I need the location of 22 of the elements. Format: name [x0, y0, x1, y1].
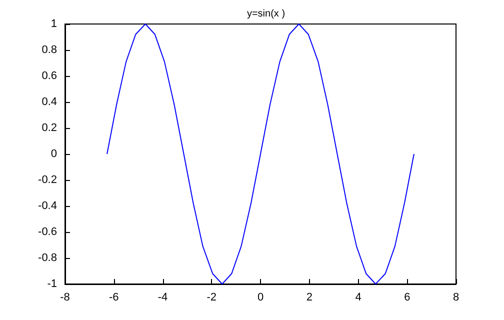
x-tick-label: 8 [452, 292, 460, 304]
chart-title: y=sin(x ) [246, 8, 286, 20]
y-tick-label: 0.2 [42, 122, 57, 134]
line-series [106, 24, 414, 284]
x-tick-label: -8 [60, 292, 70, 304]
x-tick-label: 4 [355, 292, 362, 304]
y-tick-label: 0 [50, 148, 57, 160]
y-tick-label: -0.6 [38, 226, 57, 238]
x-tick-label: 0 [257, 292, 264, 304]
y-tick-label: -0.2 [38, 174, 57, 186]
y-tick-label: -0.8 [38, 252, 57, 264]
y-tick-label: 1 [50, 18, 57, 30]
y-tick-label: 0.4 [42, 96, 57, 108]
y-tick-label: 0.6 [42, 70, 57, 82]
x-tick-label: -6 [108, 292, 119, 304]
y-tick-label: 0.8 [42, 44, 57, 56]
x-tick-label: 2 [306, 292, 312, 304]
y-tick-label: -1 [47, 278, 57, 290]
y-tick-label: -0.4 [38, 200, 57, 212]
x-tick-label: 6 [404, 292, 410, 304]
x-tick-label: -4 [158, 292, 168, 304]
x-tick-label: -2 [206, 292, 217, 304]
